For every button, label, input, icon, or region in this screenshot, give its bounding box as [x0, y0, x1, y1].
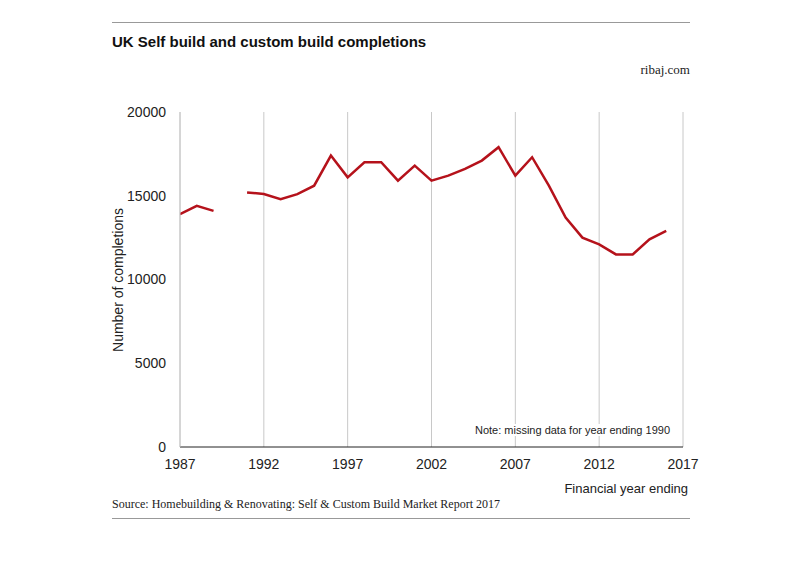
svg-text:15000: 15000: [127, 188, 166, 204]
svg-text:1997: 1997: [332, 456, 363, 472]
svg-text:20000: 20000: [127, 104, 166, 120]
svg-text:10000: 10000: [127, 271, 166, 287]
html-text:Financial year ending: Financial year ending: [564, 481, 688, 496]
html-text:Number of completions: Number of completions: [110, 208, 126, 352]
html-text:Source: Homebuilding & Renovat: Source: Homebuilding & Renovating: Self …: [112, 497, 500, 511]
svg-text:2002: 2002: [416, 456, 447, 472]
svg-text:2017: 2017: [667, 456, 698, 472]
svg-text:1992: 1992: [248, 456, 279, 472]
svg-text:1987: 1987: [164, 456, 195, 472]
svg-text:2007: 2007: [500, 456, 531, 472]
svg-text:5000: 5000: [135, 355, 166, 371]
html-text:Note: missing data for year en: Note: missing data for year ending 1990: [474, 424, 670, 436]
html-text:ribaj.com: ribaj.com: [640, 62, 690, 77]
html-text:UK Self build and custom build: UK Self build and custom build completio…: [112, 33, 427, 50]
svg-text:2012: 2012: [584, 456, 615, 472]
svg-text:0: 0: [158, 439, 166, 455]
